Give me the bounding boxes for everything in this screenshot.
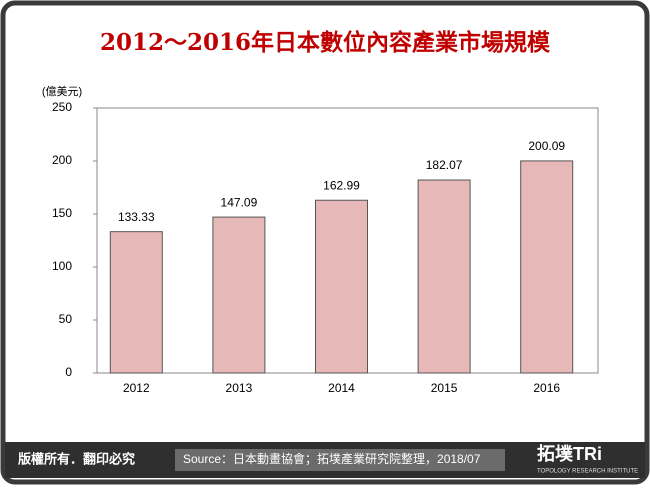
bar — [417, 179, 471, 374]
chart-title: 2012～2016年日本數位內容產業市場規模 — [100, 29, 551, 56]
data-label: 147.09 — [221, 195, 258, 209]
x-tick-label: 2015 — [431, 381, 458, 395]
data-label: 162.99 — [323, 178, 360, 192]
logo-subtitle: TOPOLOGY RESEARCH INSTITUTE — [537, 469, 638, 475]
y-axis-label: (億美元) — [42, 85, 82, 98]
source: Source：日本動畫協會；拓墣產業研究院整理，2018/07 — [183, 451, 481, 466]
bar — [520, 160, 574, 374]
y-tick-label: 200 — [52, 153, 72, 167]
data-label: 200.09 — [528, 139, 565, 153]
y-tick-label: 150 — [52, 206, 72, 220]
bar — [315, 199, 368, 374]
x-tick-label: 2016 — [533, 381, 560, 395]
x-tick-label: 2013 — [226, 381, 253, 395]
copyright: 版權所有．翻印必究 — [18, 451, 135, 466]
y-tick-label: 250 — [52, 100, 72, 114]
bar — [212, 216, 266, 374]
data-label: 133.33 — [118, 210, 155, 224]
bar — [109, 231, 163, 374]
source-box — [175, 449, 505, 471]
logo: 拓墣TRi — [537, 443, 602, 464]
y-tick-label: 100 — [52, 259, 72, 273]
data-label: 182.07 — [426, 158, 463, 172]
x-tick-label: 2012 — [123, 381, 150, 395]
y-tick-label: 0 — [65, 365, 72, 379]
y-tick-label: 50 — [59, 312, 73, 326]
x-tick-label: 2014 — [328, 381, 355, 395]
